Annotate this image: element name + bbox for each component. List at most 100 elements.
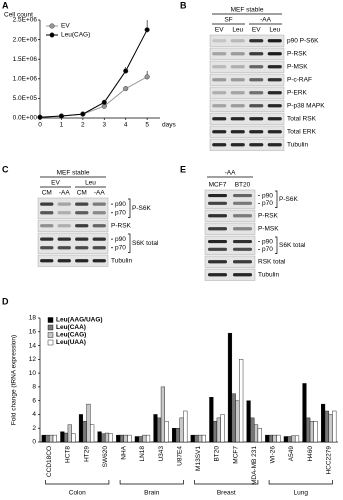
row-label: P-ERK bbox=[287, 89, 308, 96]
bar bbox=[138, 436, 143, 443]
band-label: p70 bbox=[115, 209, 126, 216]
bar bbox=[127, 434, 132, 443]
blot-strip bbox=[204, 189, 256, 209]
band bbox=[267, 143, 282, 147]
band bbox=[92, 237, 106, 241]
band bbox=[249, 52, 264, 56]
group-bracket bbox=[45, 480, 110, 485]
x-axis-label: days bbox=[162, 122, 176, 129]
series-line bbox=[39, 76, 148, 118]
x-tick-label: HCT8 bbox=[65, 446, 72, 463]
bar bbox=[213, 421, 218, 443]
blot-strip bbox=[209, 125, 285, 138]
series-line bbox=[39, 29, 148, 118]
x-tick-label: 3 bbox=[102, 122, 106, 129]
x-tick-label: WI-26 bbox=[270, 446, 277, 464]
legend-label: Leu(UAA) bbox=[56, 339, 86, 346]
x-tick-label: M13SV1 bbox=[195, 446, 202, 471]
y-tick-label: 2.0E+06 bbox=[13, 36, 38, 43]
bar bbox=[250, 417, 255, 443]
point bbox=[37, 114, 43, 120]
band bbox=[249, 78, 264, 82]
group-bracket bbox=[268, 480, 333, 485]
y-tick-label: 10 bbox=[29, 370, 37, 377]
band bbox=[230, 104, 245, 108]
y-axis-label: Cell count bbox=[4, 12, 33, 19]
row-label: P-RSK bbox=[258, 212, 279, 219]
row-label: P-p38 MAPK bbox=[287, 102, 325, 109]
x-tick-label: 5 bbox=[145, 122, 149, 129]
bar bbox=[227, 332, 233, 443]
bar bbox=[67, 424, 72, 443]
blot-strip bbox=[209, 47, 285, 60]
band bbox=[249, 143, 264, 147]
band bbox=[208, 273, 227, 277]
band bbox=[230, 143, 245, 147]
legend-label: Leu(AAG/UAG) bbox=[56, 317, 103, 324]
bar bbox=[287, 436, 292, 443]
panel-label: D bbox=[2, 296, 9, 306]
band-bracket bbox=[258, 195, 260, 204]
point bbox=[80, 111, 86, 117]
y-tick-label: 0 bbox=[32, 439, 36, 446]
x-tick-label: LN18 bbox=[139, 446, 146, 462]
band bbox=[212, 130, 227, 134]
y-tick-label: 12 bbox=[29, 356, 37, 363]
x-tick-label: 1 bbox=[60, 122, 64, 129]
row-label: Total RSK bbox=[287, 115, 317, 122]
bar bbox=[97, 431, 102, 443]
band bbox=[212, 91, 227, 95]
blot-strip bbox=[204, 255, 256, 268]
band bbox=[57, 224, 71, 228]
bar bbox=[175, 428, 180, 443]
band bbox=[267, 117, 282, 121]
lane-label: Leu bbox=[269, 27, 280, 34]
point bbox=[144, 27, 150, 33]
y-tick-label: 6 bbox=[32, 397, 36, 404]
band-bracket bbox=[258, 241, 260, 250]
band bbox=[75, 224, 89, 228]
bar bbox=[49, 434, 54, 443]
bar bbox=[201, 434, 206, 443]
lane-label: -AA bbox=[94, 190, 106, 197]
x-tick-label: BT20 bbox=[214, 446, 221, 462]
y-tick-label: 8 bbox=[32, 384, 36, 391]
x-tick-label: SW620 bbox=[102, 446, 109, 468]
band bbox=[40, 259, 54, 263]
bar bbox=[265, 434, 270, 443]
band bbox=[230, 39, 245, 43]
band bbox=[208, 227, 227, 231]
band bbox=[40, 246, 54, 250]
x-tick-label: MCF7 bbox=[232, 446, 239, 464]
row-label: Total ERK bbox=[287, 128, 317, 135]
band bbox=[267, 104, 282, 108]
bar bbox=[172, 428, 177, 443]
band bbox=[249, 104, 264, 108]
x-tick-label: HT29 bbox=[83, 446, 90, 462]
bar bbox=[164, 421, 169, 443]
bar bbox=[179, 417, 184, 443]
row-bracket bbox=[275, 236, 278, 254]
band bbox=[92, 246, 106, 250]
bar bbox=[332, 410, 337, 443]
band bbox=[75, 259, 89, 263]
band bbox=[212, 65, 227, 69]
row-bracket bbox=[128, 233, 131, 253]
band bbox=[212, 39, 227, 43]
y-tick-label: 16 bbox=[29, 328, 37, 335]
row-label: P-MSK bbox=[258, 225, 279, 232]
bar bbox=[41, 434, 46, 443]
x-tick-label: 4 bbox=[124, 122, 128, 129]
legend-label: Leu(CAG) bbox=[56, 332, 86, 339]
band bbox=[233, 260, 252, 264]
band bbox=[208, 193, 227, 198]
x-tick-label: CCD18CO bbox=[46, 446, 53, 477]
row-label: P-RSK bbox=[111, 222, 132, 229]
bar bbox=[45, 434, 50, 443]
blot-header: MEF stable bbox=[231, 7, 264, 14]
bar bbox=[78, 414, 84, 443]
row-label: S6K total bbox=[279, 242, 306, 249]
x-tick-label: MDA-MB 231 bbox=[251, 446, 258, 485]
y-tick-label: 2 bbox=[32, 425, 36, 432]
